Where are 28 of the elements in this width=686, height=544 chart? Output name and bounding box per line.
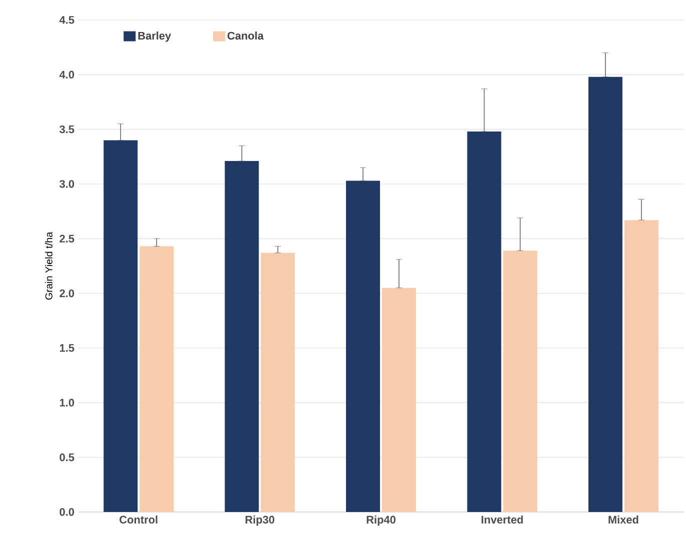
bar <box>624 220 658 512</box>
y-tick-label: 3.5 <box>60 125 74 134</box>
y-axis-title: Grain Yield t/ha <box>45 232 52 300</box>
x-tick-label: Rip40 <box>366 516 396 526</box>
y-tick-label: 0.5 <box>60 453 74 462</box>
bar <box>346 180 380 512</box>
y-tick-label: 1.0 <box>60 398 74 407</box>
bar <box>140 246 174 512</box>
bar <box>260 252 295 512</box>
bar <box>503 250 538 512</box>
y-tick-label: 3.0 <box>60 180 74 188</box>
bar <box>467 132 502 512</box>
bar <box>588 76 622 512</box>
y-tick-label: 4.5 <box>59 16 74 24</box>
x-tick-label: Mixed <box>608 516 638 524</box>
legend-label: Canola <box>228 32 264 40</box>
y-tick-label: 2.5 <box>60 234 74 243</box>
y-tick-label: 0.0 <box>60 508 74 516</box>
y-tick-label: 4.0 <box>59 70 74 79</box>
bar <box>224 161 259 512</box>
bar <box>104 140 138 512</box>
x-tick-label: Inverted <box>482 516 523 524</box>
x-tick-label: Control <box>120 516 158 524</box>
y-tick-label: 1.5 <box>60 344 74 352</box>
y-tick-label: 2.0 <box>60 289 74 298</box>
legend-label: Barley <box>138 32 172 42</box>
x-tick-label: Rip30 <box>246 516 274 526</box>
bar <box>382 288 416 512</box>
